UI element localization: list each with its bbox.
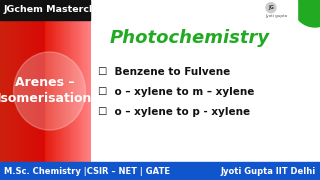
- Bar: [20, 20, 22, 162]
- Bar: [68, 20, 70, 162]
- Bar: [66, 20, 68, 162]
- Bar: [60, 20, 61, 162]
- Bar: [27, 20, 28, 162]
- Bar: [82, 20, 84, 162]
- Text: ☐  o – xylene to p - xylene: ☐ o – xylene to p - xylene: [98, 107, 250, 117]
- Bar: [71, 20, 73, 162]
- Bar: [9, 20, 11, 162]
- Text: Jyoti gupta: Jyoti gupta: [265, 15, 287, 19]
- Bar: [70, 20, 71, 162]
- Bar: [0, 162, 320, 180]
- Bar: [42, 20, 43, 162]
- Bar: [13, 20, 15, 162]
- Bar: [90, 0, 320, 162]
- Bar: [88, 20, 89, 162]
- Bar: [38, 20, 40, 162]
- Circle shape: [266, 3, 276, 13]
- Bar: [83, 20, 85, 162]
- Bar: [17, 20, 19, 162]
- Text: ☐  Benzene to Fulvene: ☐ Benzene to Fulvene: [98, 67, 230, 77]
- Text: JGchem Masterclass: JGchem Masterclass: [4, 6, 111, 15]
- Bar: [28, 20, 30, 162]
- Bar: [15, 20, 16, 162]
- Bar: [29, 20, 31, 162]
- Bar: [63, 20, 65, 162]
- Text: Photochemistry: Photochemistry: [110, 29, 270, 47]
- Bar: [65, 20, 67, 162]
- Bar: [53, 20, 54, 162]
- Bar: [50, 20, 51, 162]
- Bar: [78, 20, 79, 162]
- Bar: [8, 20, 10, 162]
- Bar: [43, 20, 44, 162]
- Bar: [56, 20, 58, 162]
- Bar: [18, 20, 20, 162]
- Bar: [62, 20, 63, 162]
- Bar: [76, 20, 77, 162]
- Bar: [19, 20, 21, 162]
- Bar: [74, 20, 76, 162]
- Text: JG: JG: [268, 5, 274, 10]
- Bar: [45, 20, 47, 162]
- Bar: [2, 20, 4, 162]
- Bar: [59, 20, 60, 162]
- Text: Jyoti Gupta IIT Delhi: Jyoti Gupta IIT Delhi: [221, 166, 316, 176]
- Bar: [37, 20, 39, 162]
- Bar: [26, 20, 28, 162]
- Bar: [51, 20, 52, 162]
- Bar: [10, 20, 12, 162]
- Bar: [7, 20, 8, 162]
- Bar: [33, 20, 34, 162]
- Ellipse shape: [13, 52, 85, 130]
- Bar: [80, 20, 82, 162]
- Bar: [35, 20, 36, 162]
- Bar: [12, 20, 14, 162]
- Bar: [47, 20, 49, 162]
- Bar: [72, 20, 74, 162]
- Text: M.Sc. Chemistry |CSIR – NET | GATE: M.Sc. Chemistry |CSIR – NET | GATE: [4, 166, 170, 176]
- Bar: [1, 20, 3, 162]
- Bar: [64, 20, 66, 162]
- Bar: [4, 20, 6, 162]
- Bar: [52, 20, 53, 162]
- Bar: [84, 20, 86, 162]
- Bar: [16, 20, 17, 162]
- Bar: [4, 20, 5, 162]
- Bar: [89, 20, 91, 162]
- Bar: [54, 20, 56, 162]
- Bar: [11, 20, 13, 162]
- Bar: [31, 20, 33, 162]
- Bar: [55, 20, 57, 162]
- Bar: [25, 20, 26, 162]
- Bar: [41, 20, 42, 162]
- Bar: [0, 20, 2, 162]
- Bar: [34, 20, 36, 162]
- Bar: [87, 20, 88, 162]
- Bar: [255, 0, 297, 22]
- Bar: [21, 20, 23, 162]
- Bar: [46, 20, 48, 162]
- Bar: [44, 20, 45, 162]
- Bar: [81, 20, 83, 162]
- Bar: [36, 20, 38, 162]
- Text: Isomerisation: Isomerisation: [0, 93, 93, 105]
- Text: ☐  o – xylene to m – xylene: ☐ o – xylene to m – xylene: [98, 87, 254, 97]
- Bar: [22, 20, 24, 162]
- Bar: [85, 20, 87, 162]
- Text: Arenes –: Arenes –: [15, 76, 75, 89]
- Bar: [24, 20, 25, 162]
- Bar: [0, 0, 90, 20]
- Bar: [57, 20, 59, 162]
- Bar: [39, 20, 41, 162]
- Bar: [30, 20, 32, 162]
- Bar: [48, 20, 50, 162]
- Bar: [73, 20, 75, 162]
- Circle shape: [293, 0, 320, 27]
- Bar: [6, 20, 7, 162]
- Bar: [79, 20, 80, 162]
- Bar: [76, 20, 78, 162]
- Bar: [61, 20, 62, 162]
- Bar: [68, 20, 69, 162]
